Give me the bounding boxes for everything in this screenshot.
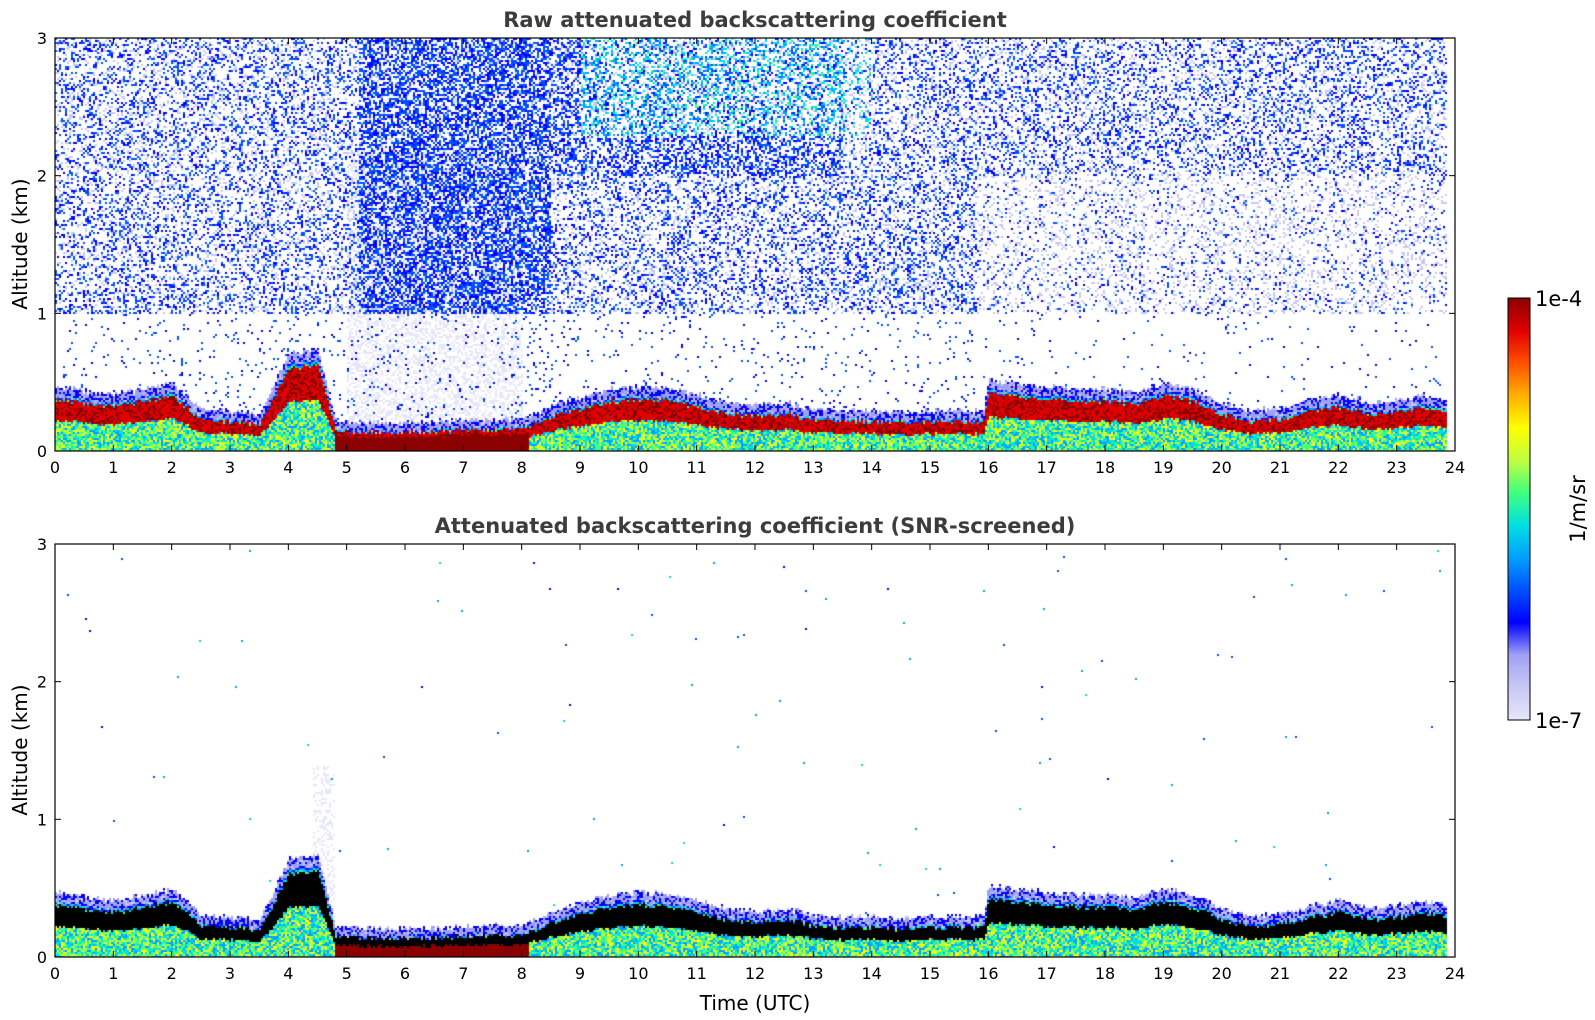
- x-tick-label: 6: [400, 964, 410, 983]
- y-tick-label: 2: [37, 167, 47, 186]
- x-tick-label: 2: [167, 964, 177, 983]
- x-tick-label: 15: [920, 458, 940, 477]
- x-tick-label: 4: [283, 964, 293, 983]
- x-tick-label: 1: [108, 964, 118, 983]
- y-axis-label: Altitude (km): [8, 684, 32, 815]
- colorbar-unit-label: 1/m/sr: [1566, 475, 1590, 543]
- y-tick-label: 1: [37, 810, 47, 829]
- x-tick-label: 7: [458, 458, 468, 477]
- heatmap-raster: [55, 544, 1455, 957]
- x-tick-label: 18: [1095, 458, 1115, 477]
- x-tick-label: 4: [283, 458, 293, 477]
- snr-screened-panel: Attenuated backscattering coefficient (S…: [8, 514, 1465, 1015]
- x-tick-label: 15: [920, 964, 940, 983]
- heatmap-raster: [55, 38, 1455, 451]
- x-tick-label: 16: [978, 458, 998, 477]
- x-tick-label: 24: [1445, 458, 1465, 477]
- x-tick-label: 13: [803, 458, 823, 477]
- x-axis-label: Time (UTC): [699, 991, 811, 1015]
- x-tick-label: 14: [861, 458, 881, 477]
- x-tick-label: 20: [1211, 458, 1231, 477]
- x-tick-label: 5: [342, 458, 352, 477]
- x-tick-label: 13: [803, 964, 823, 983]
- x-tick-label: 12: [745, 964, 765, 983]
- x-tick-label: 11: [686, 964, 706, 983]
- x-tick-label: 2: [167, 458, 177, 477]
- x-tick-label: 10: [628, 964, 648, 983]
- heatmap-image: [55, 544, 1455, 957]
- x-tick-label: 9: [575, 458, 585, 477]
- x-tick-label: 7: [458, 964, 468, 983]
- y-tick-label: 0: [37, 442, 47, 461]
- x-tick-label: 16: [978, 964, 998, 983]
- panel-title: Attenuated backscattering coefficient (S…: [435, 514, 1076, 538]
- x-tick-label: 0: [50, 458, 60, 477]
- x-tick-label: 9: [575, 964, 585, 983]
- x-tick-label: 19: [1153, 458, 1173, 477]
- x-tick-label: 22: [1328, 964, 1348, 983]
- raw-backscatter-panel: Raw attenuated backscattering coefficien…: [8, 8, 1465, 477]
- heatmap-image: [55, 38, 1455, 451]
- panel-title: Raw attenuated backscattering coefficien…: [503, 8, 1007, 32]
- y-axis: 0 1 2 3: [37, 535, 1455, 967]
- x-tick-label: 24: [1445, 964, 1465, 983]
- x-axis: 0 1 2 3 4 5 6 7 8 9 10 11 12 13 14 15 16 17 18 19 20 21 22 23 24: [50, 38, 1465, 477]
- y-tick-label: 0: [37, 948, 47, 967]
- x-axis: 0 1 2 3 4 5 6 7 8 9 10 11 12 13 14 15 16 17 18 19 20 21 22 23 24: [50, 544, 1465, 983]
- x-tick-label: 3: [225, 458, 235, 477]
- colorbar: 1e-4 1e-7 1/m/sr: [1507, 287, 1590, 733]
- x-tick-label: 20: [1211, 964, 1231, 983]
- x-tick-label: 6: [400, 458, 410, 477]
- x-tick-label: 12: [745, 458, 765, 477]
- x-tick-label: 11: [686, 458, 706, 477]
- colorbar-ramp: [1507, 297, 1531, 721]
- x-tick-label: 8: [517, 964, 527, 983]
- x-tick-label: 23: [1386, 964, 1406, 983]
- y-tick-label: 3: [37, 535, 47, 554]
- x-tick-label: 3: [225, 964, 235, 983]
- x-tick-label: 19: [1153, 964, 1173, 983]
- y-axis-label: Altitude (km): [8, 178, 32, 309]
- y-tick-label: 3: [37, 29, 47, 48]
- x-tick-label: 5: [342, 964, 352, 983]
- x-tick-label: 14: [861, 964, 881, 983]
- y-tick-label: 2: [37, 673, 47, 692]
- x-tick-label: 10: [628, 458, 648, 477]
- x-tick-label: 17: [1036, 458, 1056, 477]
- x-tick-label: 21: [1270, 458, 1290, 477]
- y-tick-label: 1: [37, 304, 47, 323]
- x-tick-label: 23: [1386, 458, 1406, 477]
- x-tick-label: 17: [1036, 964, 1056, 983]
- x-tick-label: 8: [517, 458, 527, 477]
- colorbar-max-label: 1e-4: [1535, 287, 1582, 311]
- x-tick-label: 18: [1095, 964, 1115, 983]
- x-tick-label: 21: [1270, 964, 1290, 983]
- colorbar-min-label: 1e-7: [1535, 709, 1582, 733]
- x-tick-label: 1: [108, 458, 118, 477]
- y-axis: 0 1 2 3: [37, 29, 1455, 461]
- x-tick-label: 0: [50, 964, 60, 983]
- x-tick-label: 22: [1328, 458, 1348, 477]
